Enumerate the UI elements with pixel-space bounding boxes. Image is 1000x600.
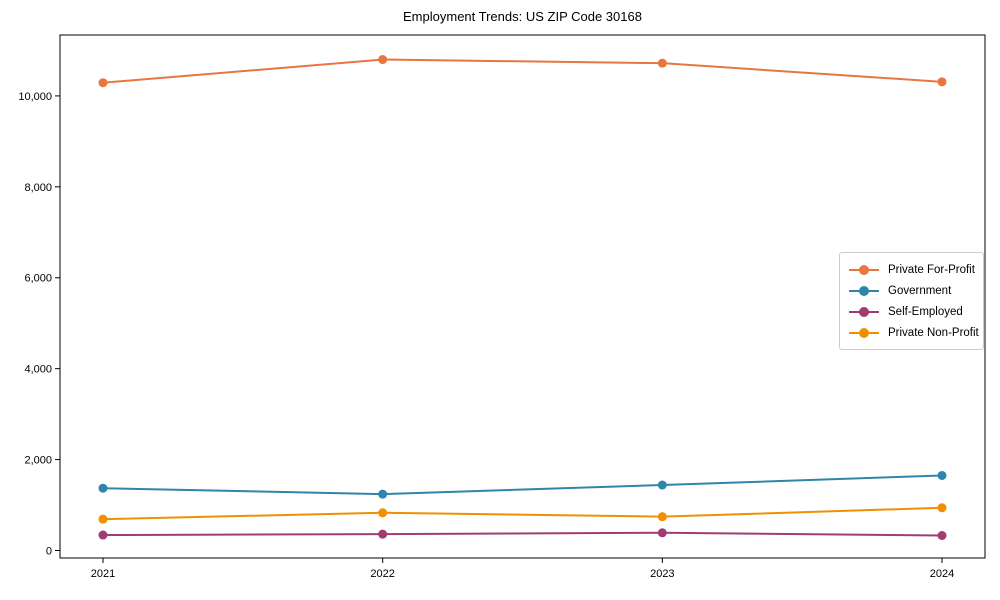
- data-point-government-2024: [937, 470, 947, 480]
- data-point-self-employed-2023: [657, 528, 667, 538]
- data-point-private-for-profit-2024: [937, 77, 947, 87]
- series-line-self-employed: [102, 531, 943, 537]
- legend-marker-icon: [849, 306, 879, 317]
- legend-item-private-non-profit: Private Non-Profit: [849, 322, 979, 343]
- series-line-private-for-profit: [102, 58, 943, 84]
- y-axis-tick-label: 2,000: [24, 455, 52, 467]
- data-point-government-2023: [657, 480, 667, 490]
- data-point-private-non-profit-2021: [98, 514, 108, 524]
- legend-label: Government: [888, 284, 952, 297]
- data-point-private-non-profit-2022: [378, 508, 388, 518]
- data-point-self-employed-2022: [378, 529, 388, 539]
- legend-label: Self-Employed: [888, 305, 963, 318]
- data-point-private-for-profit-2021: [98, 78, 108, 88]
- y-axis-tick-label: 8,000: [24, 182, 52, 194]
- data-point-private-for-profit-2023: [657, 58, 667, 68]
- legend-item-private-for-profit: Private For-Profit: [849, 259, 975, 280]
- y-axis-tick-label: 0: [46, 545, 52, 557]
- data-point-self-employed-2021: [98, 530, 108, 540]
- data-point-private-non-profit-2024: [937, 503, 947, 513]
- x-axis-tick-label: 2023: [650, 568, 674, 580]
- x-axis-tick-label: 2024: [930, 568, 954, 580]
- y-axis-tick-label: 4,000: [24, 364, 52, 376]
- legend-marker-icon: [849, 264, 879, 275]
- chart-title: Employment Trends: US ZIP Code 30168: [403, 9, 642, 24]
- legend-item-government: Government: [849, 280, 975, 301]
- y-axis-tick-label: 10,000: [18, 91, 52, 103]
- legend-label: Private Non-Profit: [888, 326, 979, 339]
- data-point-government-2021: [98, 483, 108, 493]
- x-axis-tick-label: 2022: [370, 568, 394, 580]
- series-line-government: [102, 474, 943, 496]
- data-point-private-non-profit-2023: [657, 512, 667, 522]
- legend-label: Private For-Profit: [888, 263, 975, 276]
- legend-item-self-employed: Self-Employed: [849, 301, 975, 322]
- data-point-self-employed-2024: [937, 530, 947, 540]
- legend-box: Private For-Profit Government Self-Employe…: [839, 252, 984, 350]
- data-point-government-2022: [378, 489, 388, 499]
- axes-box: [59, 34, 986, 559]
- series-line-private-non-profit: [102, 506, 943, 521]
- data-point-private-for-profit-2022: [378, 55, 388, 65]
- y-axis-tick-label: 6,000: [24, 273, 52, 285]
- x-axis-tick-label: 2021: [91, 568, 115, 580]
- legend-marker-icon: [849, 285, 879, 296]
- legend-marker-icon: [849, 327, 879, 338]
